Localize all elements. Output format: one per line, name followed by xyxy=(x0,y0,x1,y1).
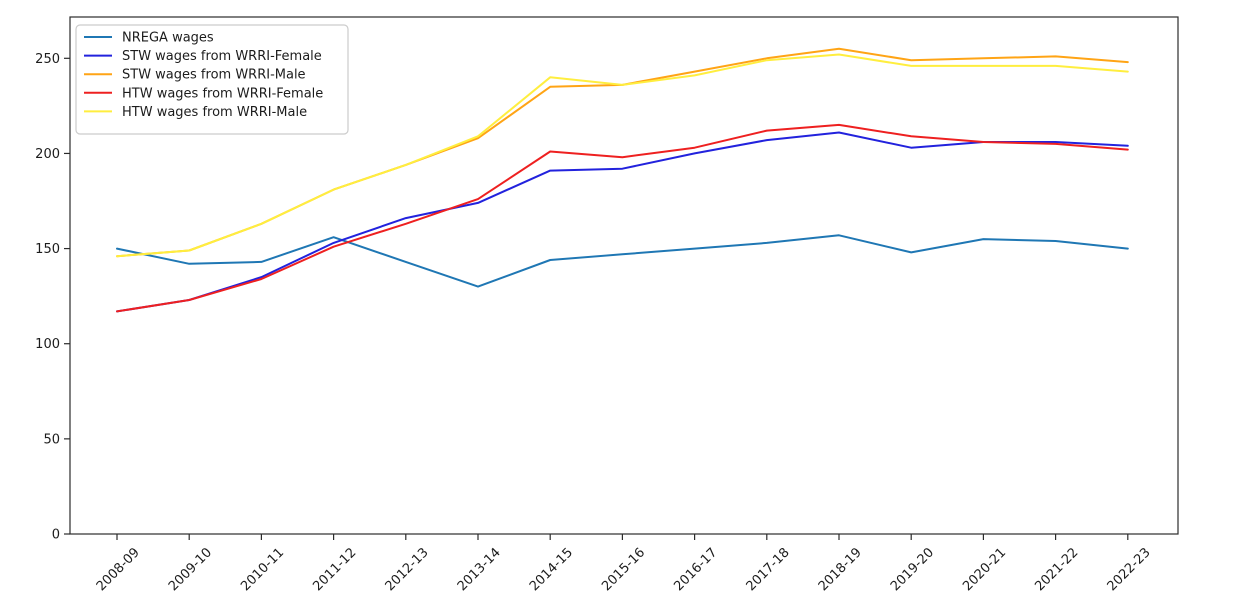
series-line-nrega-wages xyxy=(116,234,1129,288)
x-tick-label: 2015-16 xyxy=(599,545,648,594)
series-line-htw-wages-from-wrri-male xyxy=(116,53,1129,258)
x-tick-label: 2009-10 xyxy=(166,545,215,594)
legend-box xyxy=(75,24,349,135)
x-tick-label: 2022-23 xyxy=(1105,545,1154,594)
y-tick-label: 250 xyxy=(35,52,60,67)
x-tick-label: 2013-14 xyxy=(455,545,504,594)
x-tick-label: 2012-13 xyxy=(383,545,432,594)
y-tick-label: 150 xyxy=(35,242,60,257)
legend-label: HTW wages from WRRI-Male xyxy=(122,105,307,120)
x-tick-label: 2020-21 xyxy=(960,545,1009,594)
legend-label: HTW wages from WRRI-Female xyxy=(122,86,323,101)
y-tick-label: 200 xyxy=(35,147,60,162)
x-tick-label: 2019-20 xyxy=(888,545,937,594)
y-tick-label: 100 xyxy=(35,337,60,352)
series-line-stw-wages-from-wrri-female xyxy=(116,131,1129,313)
series-line-htw-wages-from-wrri-female xyxy=(116,123,1129,313)
x-tick-label: 2021-22 xyxy=(1032,545,1081,594)
x-tick-label: 2011-12 xyxy=(310,545,359,594)
x-tick-label: 2017-18 xyxy=(744,545,793,594)
x-tick-label: 2016-17 xyxy=(671,545,720,594)
y-tick-label: 50 xyxy=(43,432,60,447)
y-tick-label: 0 xyxy=(52,528,60,543)
x-tick-label: 2014-15 xyxy=(527,545,576,594)
x-tick-label: 2008-09 xyxy=(94,545,143,594)
legend-label: STW wages from WRRI-Male xyxy=(122,68,306,83)
x-tick-label: 2010-11 xyxy=(238,545,287,594)
legend-label: STW wages from WRRI-Female xyxy=(122,49,322,64)
legend-label: NREGA wages xyxy=(122,31,214,46)
x-tick-label: 2018-19 xyxy=(816,545,865,594)
